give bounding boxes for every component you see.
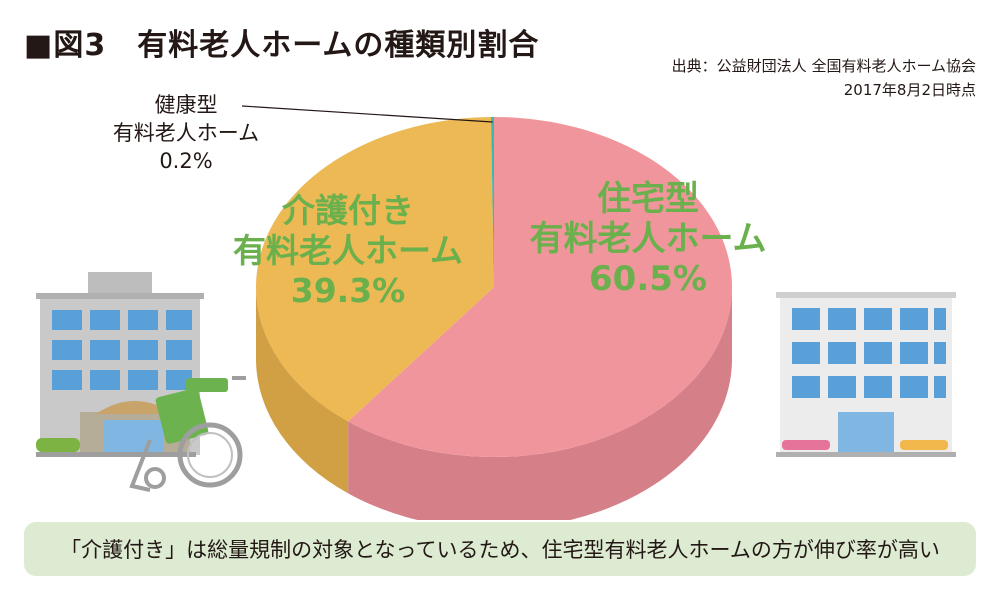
pie-top-layer — [255, 117, 732, 457]
pie-side-0 — [348, 287, 732, 520]
pie-labels-layer: 住宅型有料老人ホーム60.5%介護付き有料老人ホーム39.3%健康型有料老人ホー… — [113, 93, 767, 310]
slice-label-1-line-1: 有料老人ホーム — [233, 231, 463, 270]
slice-label-2-line-2: 0.2% — [159, 149, 212, 173]
pie-slice-0 — [348, 117, 732, 457]
slice-label-1-line-2: 39.3% — [291, 271, 406, 310]
wheelchair-illustration — [129, 376, 246, 492]
source-note: 出典：公益財団法人 全国有料老人ホーム協会 2017年8月2日時点 — [672, 54, 976, 102]
pie-side-layer — [255, 287, 732, 520]
slice-label-1-line-0: 介護付き — [282, 191, 414, 230]
hospital-building-illustration — [36, 272, 204, 457]
pie-slice-2 — [491, 117, 494, 287]
pie-chart: 住宅型有料老人ホーム60.5%介護付き有料老人ホーム39.3%健康型有料老人ホー… — [36, 93, 956, 520]
slice-label-0-line-2: 60.5% — [589, 259, 707, 299]
pie-side-1 — [255, 287, 349, 494]
slice-label-0-line-0: 住宅型 — [597, 179, 699, 219]
chart-title: ■図3 有料老人ホームの種類別割合 — [24, 28, 540, 63]
apartment-building-illustration — [776, 292, 956, 457]
slice-label-0-line-1: 有料老人ホーム — [530, 219, 767, 259]
slice-label-2-line-0: 健康型 — [155, 93, 218, 117]
footer-note: 「介護付き」は総量規制の対象となっているため、住宅型有料老人ホームの方が伸び率が… — [24, 522, 976, 576]
source-line-date: 2017年8月2日時点 — [843, 81, 976, 99]
leader-line-small-slice — [241, 105, 493, 123]
pie-slice-1 — [255, 117, 494, 422]
slice-label-2-line-1: 有料老人ホーム — [113, 121, 259, 145]
source-line-organization: 出典：公益財団法人 全国有料老人ホーム協会 — [671, 57, 976, 75]
